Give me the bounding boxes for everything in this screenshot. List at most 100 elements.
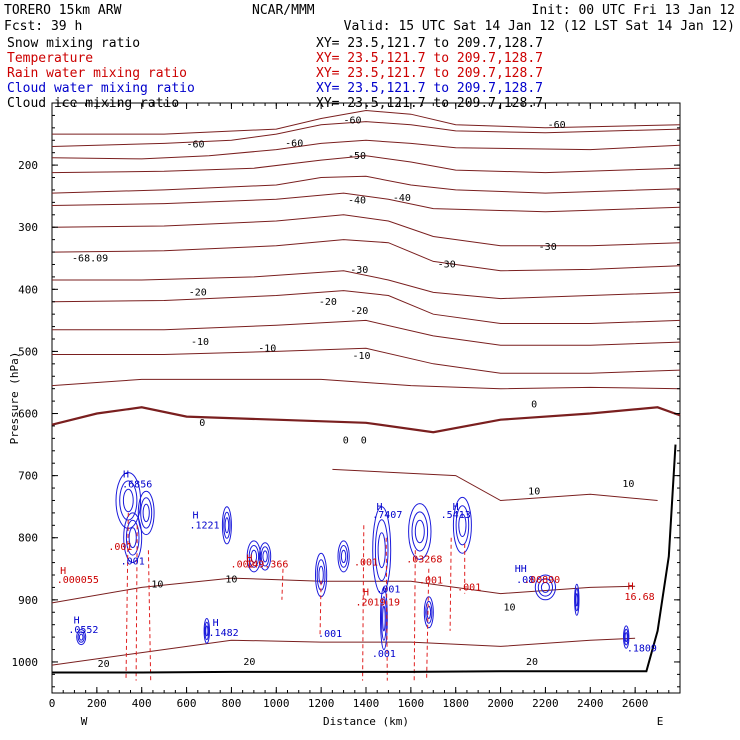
cloud-water-contour — [260, 546, 270, 567]
cloud-water-contour — [123, 512, 143, 564]
rain-water-contour — [135, 525, 138, 681]
legend-xy: XY= 23.5,121.7 to 209.7,128.7 — [316, 66, 543, 81]
contour-label: .7407 — [372, 510, 402, 521]
cloud-water-contour — [128, 527, 137, 549]
contour-label: .1221 — [189, 520, 219, 531]
isotherm-line — [51, 155, 681, 174]
contour-label: -60 — [548, 120, 566, 131]
contour-label: -20 — [350, 306, 368, 317]
contour-label: .08 — [516, 575, 534, 586]
cloud-water-contour — [339, 545, 349, 568]
cloud-water-contour — [337, 540, 350, 573]
rain-water-contours — [125, 512, 466, 681]
cloud-water-contours — [76, 472, 630, 651]
x-tick-label: 800 — [221, 697, 241, 710]
isotherm-line — [52, 270, 681, 300]
cloud-water-contour — [248, 545, 260, 568]
cloud-water-contour — [382, 605, 386, 632]
contour-label: H — [363, 588, 369, 599]
y-tick-label: 500 — [18, 345, 38, 358]
rain-water-contour — [426, 568, 430, 681]
isotherm-line — [52, 347, 681, 374]
rain-water-contour — [413, 550, 416, 681]
cloud-water-contour — [574, 583, 580, 616]
contour-label: -30 — [438, 260, 456, 271]
cloud-water-contour — [262, 550, 268, 563]
contour-label: 16.68 — [625, 592, 655, 603]
rain-water-contour — [281, 568, 284, 600]
legend-xy: XY= 23.5,121.7 to 209.7,128.7 — [316, 81, 543, 96]
x-tick-label: 2000 — [487, 697, 514, 710]
contour-label: .00890 — [524, 575, 560, 586]
contour-label: .000055 — [57, 575, 99, 586]
cloud-water-contour — [250, 549, 258, 564]
cloud-water-contour — [205, 625, 209, 637]
contour-label: -10 — [191, 337, 209, 348]
x-tick-label: 2600 — [622, 697, 649, 710]
isotherm-line — [52, 109, 681, 135]
cloud-water-contour — [455, 505, 470, 546]
cloud-water-contour — [537, 578, 554, 597]
contour-label: -10 — [258, 343, 276, 354]
isotherm-line — [52, 319, 681, 346]
west-label: W — [81, 715, 88, 728]
cloud-water-contour — [624, 632, 628, 643]
contour-label: 149.366 — [246, 560, 288, 571]
contour-label: .001 — [108, 542, 132, 553]
contour-label: 10 — [503, 602, 515, 613]
cloud-water-contour — [374, 519, 389, 582]
contour-label: H — [123, 470, 129, 481]
cloud-water-contour — [137, 490, 155, 536]
legend-name: Rain water mixing ratio — [7, 66, 187, 81]
cloud-water-contour — [140, 497, 153, 529]
contour-label: H — [74, 615, 80, 626]
cloud-water-contour — [426, 605, 432, 619]
contour-label: 0 — [199, 418, 205, 429]
contour-label: -20 — [319, 297, 337, 308]
contour-label: .001 — [372, 649, 396, 660]
contour-label: 0 — [343, 435, 349, 446]
legend-name: Cloud water mixing ratio — [7, 81, 195, 96]
contour-label: .002 — [231, 560, 255, 571]
cloud-water-contour — [408, 503, 432, 560]
forecast-hour: Fcst: 39 h — [4, 19, 82, 34]
y-tick-label: 300 — [18, 221, 38, 234]
cloud-water-contour — [574, 588, 579, 612]
x-tick-label: 2400 — [577, 697, 604, 710]
y-tick-label: 700 — [18, 470, 38, 483]
rain-water-contour — [449, 537, 452, 631]
contour-label: .2019 — [355, 597, 385, 608]
contour-label: -60 — [186, 140, 204, 151]
cloud-water-contour — [224, 517, 230, 534]
x-tick-label: 400 — [132, 697, 152, 710]
isotherm-line — [51, 192, 681, 213]
contour-label: -60 — [285, 139, 303, 150]
isotherm-line — [51, 139, 681, 160]
y-axis-label: Pressure (hPa) — [8, 352, 21, 445]
contour-label: -60 — [343, 116, 361, 127]
contour-label: 10 — [528, 486, 540, 497]
contour-label: H — [376, 502, 382, 513]
contour-label: 20 — [526, 657, 538, 668]
init-time: Init: 00 UTC Fri 13 Jan 12 — [532, 3, 736, 18]
contour-label: 10 — [622, 479, 634, 490]
contour-label: 19 — [388, 597, 400, 608]
rain-water-contour — [362, 525, 365, 681]
cloud-water-contour — [142, 503, 150, 523]
cloud-water-contour — [414, 519, 425, 544]
contour-label: H — [628, 581, 634, 592]
cloud-water-contour — [425, 600, 433, 624]
legend-xy: XY= 23.5,121.7 to 209.7,128.7 — [316, 51, 543, 66]
x-tick-label: 1800 — [442, 697, 469, 710]
x-tick-label: 200 — [87, 697, 107, 710]
cloud-water-contour — [204, 621, 210, 641]
contour-label: .001 — [354, 558, 378, 569]
contour-label: -30 — [539, 242, 557, 253]
cloud-water-contour — [377, 532, 386, 569]
y-tick-label: 800 — [18, 532, 38, 545]
contour-label: HH — [515, 564, 527, 575]
rain-water-contour — [147, 550, 152, 681]
contour-label: 20 — [98, 659, 110, 670]
cloud-water-contour — [381, 596, 387, 641]
